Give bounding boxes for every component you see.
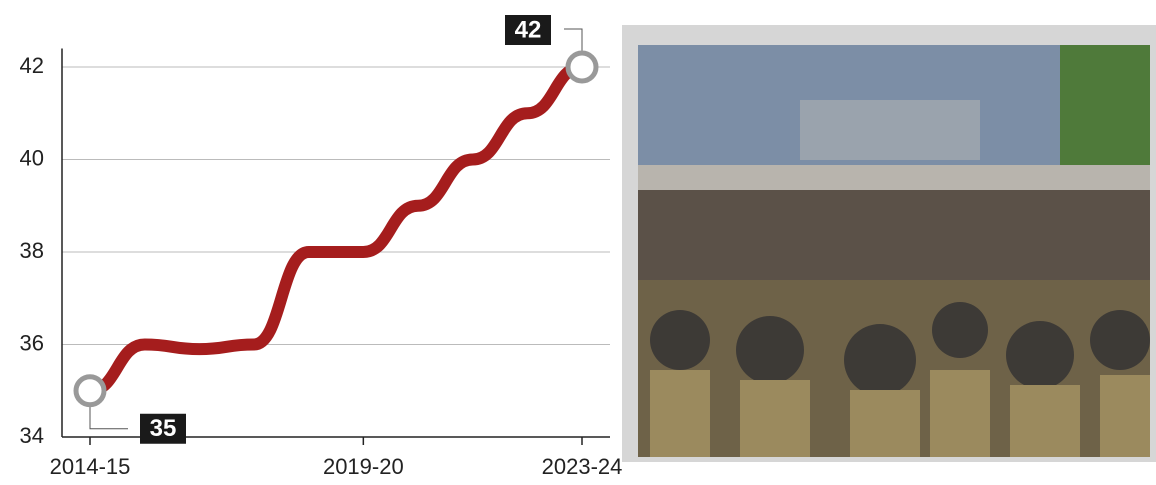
x-tick-label: 2014-15 <box>50 454 131 479</box>
line-series <box>84 61 588 397</box>
x-tick-label: 2023-24 <box>542 454 623 479</box>
x-tick-label: 2019-20 <box>323 454 404 479</box>
data-label: 35 <box>150 415 177 442</box>
y-tick-label: 40 <box>20 145 44 170</box>
y-tick-label: 38 <box>20 238 44 263</box>
y-tick-label: 42 <box>20 53 44 78</box>
y-tick-label: 34 <box>20 423 44 448</box>
point-marker <box>565 50 599 84</box>
label-box <box>505 15 551 45</box>
label-box <box>140 413 186 444</box>
point-marker <box>73 374 107 408</box>
photo <box>622 25 1156 462</box>
data-label: 42 <box>515 16 542 43</box>
y-tick-label: 36 <box>20 330 44 355</box>
